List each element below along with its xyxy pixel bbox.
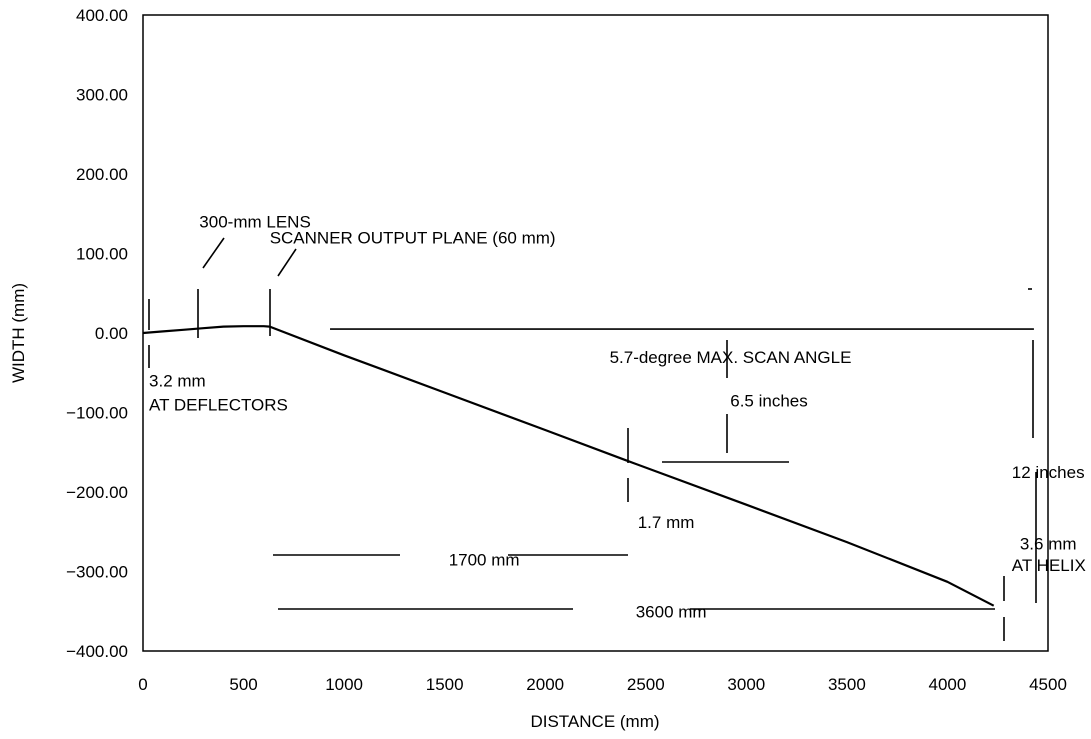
annotation-label: 6.5 inches	[730, 392, 808, 411]
lens-leader	[202, 237, 225, 269]
x-tick-label: 500	[229, 675, 257, 694]
x-axis-ticks: 0 500 1000 1500 2000 2500 3000 3500 4000 4500	[138, 675, 1067, 694]
x-tick-label: 2500	[627, 675, 665, 694]
annotation-label: 1700 mm	[449, 551, 520, 570]
y-tick-label: −200.00	[66, 483, 128, 502]
annotation-label: 1.7 mm	[638, 513, 695, 532]
y-tick-label: 400.00	[76, 6, 128, 25]
annotation-label: SCANNER OUTPUT PLANE (60 mm)	[270, 229, 556, 248]
y-tick-label: −300.00	[66, 563, 128, 582]
annotation-label: 3.2 mm	[149, 372, 206, 391]
y-tick-label: 300.00	[76, 86, 128, 105]
y-tick-label: 100.00	[76, 245, 128, 264]
beam-profile-line	[142, 325, 995, 607]
x-tick-label: 1500	[426, 675, 464, 694]
y-tick-label: −100.00	[66, 404, 128, 423]
y-tick-label: −400.00	[66, 642, 128, 661]
output-plane-leader	[277, 248, 297, 277]
annotation-label: 300-mm LENS	[199, 213, 310, 232]
x-tick-label: 3000	[727, 675, 765, 694]
annotation-label: 3.6 mm	[1020, 535, 1077, 554]
y-axis-title: WIDTH (mm)	[9, 283, 28, 383]
y-axis-ticks: 400.00 300.00 200.00 100.00 0.00 −100.00 −200.…	[66, 6, 128, 661]
y-tick-label: 0.00	[95, 324, 128, 343]
x-tick-label: 4000	[929, 675, 967, 694]
x-axis-title: DISTANCE (mm)	[530, 712, 659, 731]
x-tick-label: 2000	[526, 675, 564, 694]
x-tick-label: 3500	[828, 675, 866, 694]
annotation-label: 3600 mm	[636, 602, 707, 621]
y-tick-label: 200.00	[76, 165, 128, 184]
x-tick-label: 1000	[325, 675, 363, 694]
annotation-label: 5.7-degree MAX. SCAN ANGLE	[610, 348, 852, 367]
annotation-label: 12 inches	[1012, 463, 1085, 482]
annotation-label: AT HELIX	[1012, 556, 1086, 575]
annotation-label: AT DEFLECTORS	[149, 396, 288, 415]
x-tick-label: 4500	[1029, 675, 1067, 694]
x-tick-label: 0	[138, 675, 147, 694]
